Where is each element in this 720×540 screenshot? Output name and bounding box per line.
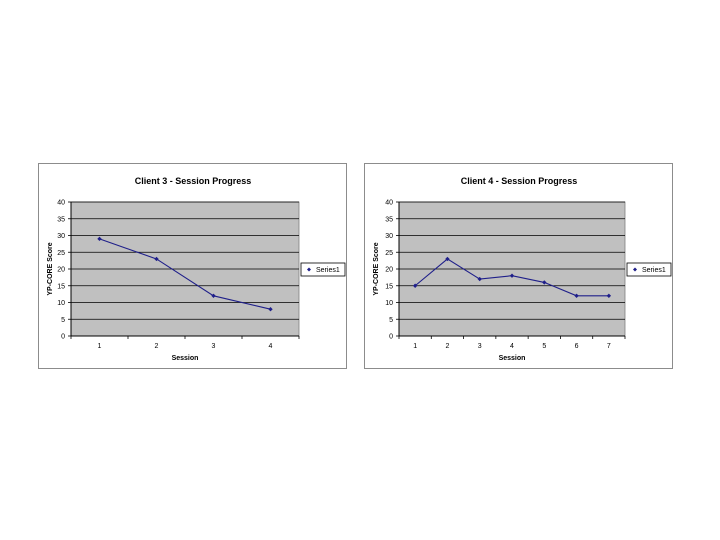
data-point [154,256,159,262]
y-tick-label: 20 [57,267,65,274]
y-tick-label: 10 [385,300,393,307]
y-tick-label: 10 [57,300,65,307]
y-tick-label: 20 [385,267,393,274]
chart-title: Client 4 - Session Progress [461,176,578,186]
legend-label: Series1 [316,267,340,274]
x-tick-label: 4 [510,343,514,350]
x-tick-label: 7 [607,343,611,350]
y-tick-label: 5 [389,317,393,324]
data-point [606,293,612,298]
x-tick-label: 1 [413,343,417,350]
chart-title: Client 3 - Session Progress [135,176,252,186]
y-tick-label: 25 [57,250,65,257]
legend-marker [633,267,637,272]
chart-client-3: Client 3 - Session Progress 0 5 10 15 20 25 30 3… [38,163,347,369]
chart-client-4-svg: Client 4 - Session Progress0510152025303… [373,176,672,362]
data-point [211,293,216,298]
data-point [477,276,482,282]
data-point [268,307,273,312]
y-axis-title: YP-CORE Score [47,242,54,295]
y-tick-label: 30 [57,233,65,240]
x-tick-label: 1 [98,343,102,350]
y-tick-label: 0 [61,334,65,341]
x-tick-label: 5 [542,343,546,350]
x-axis-title: Session [172,355,199,362]
legend-box [626,262,672,277]
chart-client-3-svg: Client 3 - Session Progress 0 5 10 15 20 25 30 3… [47,176,346,362]
y-tick-label: 15 [385,283,393,290]
x-tick-label: 3 [212,343,216,350]
data-point [445,256,450,262]
y-tick-label: 35 [385,216,393,223]
y-axis-title: YP-CORE Score [373,242,380,295]
series-line [99,238,271,310]
legend-marker [307,267,311,272]
x-tick-label: 2 [155,343,159,350]
x-tick-label: 6 [575,343,579,350]
x-tick-label: 3 [478,343,482,350]
y-tick-label: 15 [57,283,65,290]
y-tick-label: 5 [61,317,65,324]
x-axis-title: Session [499,355,526,362]
data-point [412,283,418,288]
data-point [97,236,102,242]
y-tick-label: 40 [385,200,393,207]
x-tick-label: 2 [445,343,449,350]
y-tick-label: 25 [385,250,393,257]
y-tick-label: 30 [385,233,393,240]
data-point [509,273,515,278]
y-tick-label: 35 [57,216,65,223]
y-tick-label: 40 [57,200,65,207]
chart-client-4: Client 4 - Session Progress 0 5 10 15 20 25 30 3… [364,163,673,369]
y-tick-label: 0 [389,334,393,341]
legend-label: Series1 [642,267,666,274]
legend-box [300,262,346,277]
x-tick-label: 4 [269,343,273,350]
